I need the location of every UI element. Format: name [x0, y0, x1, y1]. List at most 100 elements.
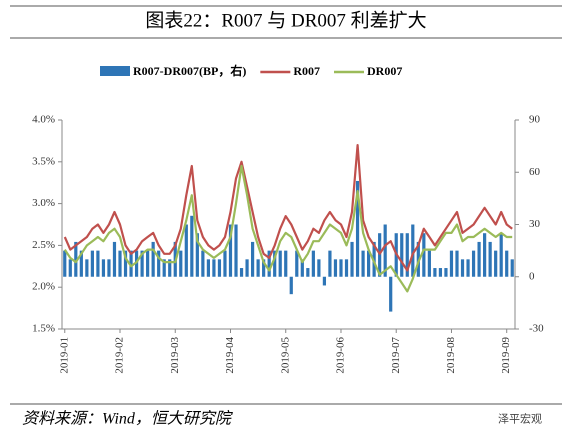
line [63, 164, 513, 293]
watermark: 泽平宏观 [498, 412, 542, 426]
bar [201, 250, 205, 277]
bar [449, 250, 454, 277]
bar [367, 250, 371, 277]
bar [350, 241, 354, 277]
x-tick-label: 2019-08 [445, 337, 457, 374]
bar [494, 250, 498, 277]
bar [499, 233, 503, 277]
y-tick-label: 2.0% [32, 281, 55, 293]
legend-label: R007-DR007(BP，右) [133, 63, 246, 78]
x-tick-label: 2019-04 [224, 337, 236, 374]
bar [157, 250, 161, 277]
bar [151, 241, 155, 277]
bar [68, 259, 72, 277]
bar [466, 259, 470, 277]
x-tick-label: 2019-06 [335, 337, 347, 374]
x-tick-label: 2019-02 [114, 337, 126, 374]
bar [85, 259, 89, 277]
bar [471, 250, 476, 277]
bar [278, 250, 282, 277]
bar [389, 276, 393, 312]
bar [239, 268, 244, 277]
bar [267, 250, 271, 277]
bar [322, 276, 327, 286]
y2-tick-label: 0 [529, 270, 535, 282]
bar [317, 259, 321, 277]
bar [118, 250, 122, 277]
bar [228, 224, 233, 277]
bar [217, 259, 222, 277]
legend-swatch [100, 66, 130, 76]
bar [383, 224, 387, 277]
line [63, 144, 513, 272]
bar [422, 233, 426, 277]
bar [245, 259, 249, 277]
plot: 1.5% 2.0% 2.5% 3.0% 3.5% 4.0% -30 0 30 60 90 2019-0… [32, 63, 544, 374]
bar [333, 259, 338, 277]
y2-tick-label: 90 [529, 114, 541, 126]
bar [344, 259, 349, 277]
bar [505, 250, 509, 277]
bar [433, 268, 437, 277]
bar [195, 233, 199, 277]
bar [372, 241, 376, 277]
bar [184, 224, 188, 277]
bar [273, 250, 277, 277]
legend-label: R007 [293, 64, 320, 78]
legend-label: DR007 [367, 64, 402, 78]
bar [146, 250, 150, 277]
bar [140, 250, 144, 277]
bar [134, 250, 139, 277]
bar [289, 276, 293, 295]
bar [328, 250, 332, 277]
y-tick-label: 2.5% [32, 239, 55, 251]
chart-title: 图表22：R007 与 DR007 利差扩大 [145, 9, 426, 31]
y2-tick-label: 60 [529, 166, 541, 178]
bar [168, 259, 172, 277]
x-tick-label: 2019-03 [169, 337, 181, 374]
bar [361, 250, 365, 277]
source: 资料来源：Wind，恒大研究院 [22, 410, 234, 428]
y-tick-label: 3.0% [32, 197, 55, 209]
bar [284, 250, 288, 277]
bar [460, 259, 465, 277]
bar [96, 250, 100, 277]
y2-tick-label: 30 [529, 218, 541, 230]
bar [112, 241, 117, 277]
bar [179, 250, 183, 277]
bar [477, 241, 481, 277]
bar [510, 259, 514, 277]
bar [339, 259, 343, 277]
bar [234, 224, 238, 277]
y-tick-label: 1.5% [32, 323, 55, 335]
bar [378, 233, 382, 277]
y2-tick-label: -30 [529, 323, 544, 335]
bar [444, 268, 448, 277]
bar [123, 250, 128, 277]
y-tick-label: 3.5% [32, 155, 55, 167]
bar [405, 233, 409, 277]
bar [411, 224, 415, 277]
bar [63, 250, 67, 277]
bar [300, 259, 304, 277]
bar [79, 250, 83, 277]
bar [455, 250, 459, 277]
bar [101, 259, 106, 277]
bar [427, 250, 431, 277]
bar [90, 250, 94, 277]
bar [306, 268, 310, 277]
bar [311, 250, 315, 277]
bar [295, 250, 299, 277]
x-tick-label: 2019-07 [390, 337, 402, 374]
bar [250, 241, 255, 277]
y-tick-label: 4.0% [32, 114, 55, 126]
x-tick-label: 2019-09 [500, 337, 512, 374]
bar [355, 180, 360, 277]
bar [256, 259, 260, 277]
bar [262, 259, 266, 277]
bar [129, 250, 133, 277]
bar [212, 259, 216, 277]
x-tick-label: 2019-01 [58, 337, 70, 374]
bar [107, 259, 111, 277]
